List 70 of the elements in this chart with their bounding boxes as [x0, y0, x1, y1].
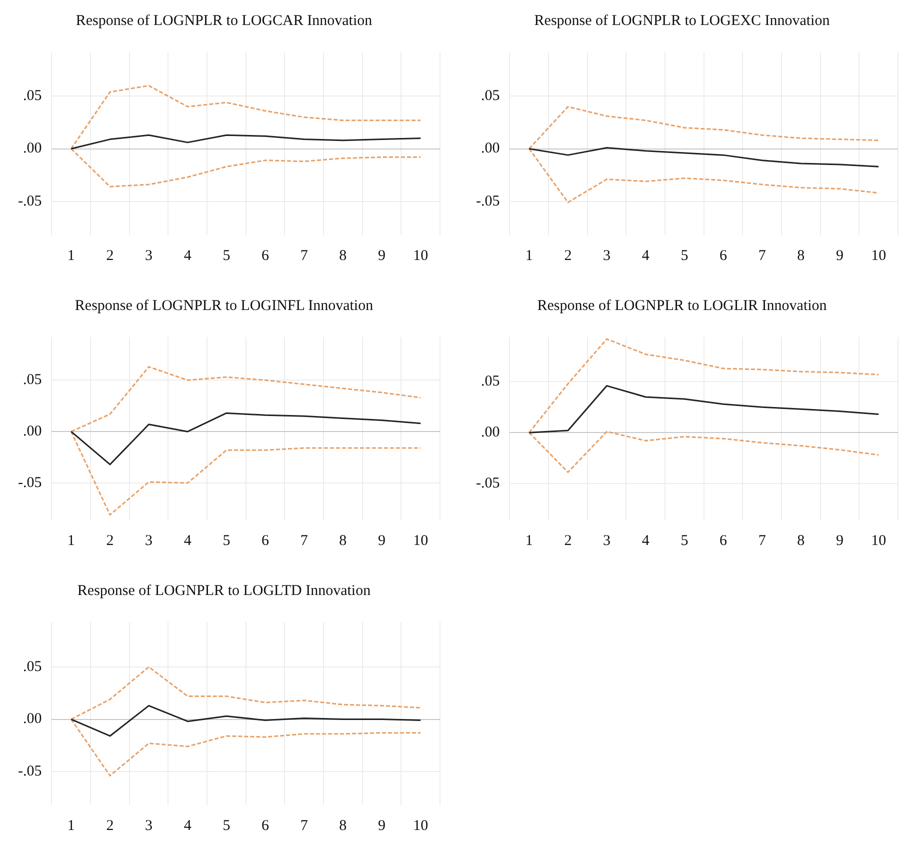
x-tick-label: 6: [720, 532, 728, 549]
x-tick-label: 8: [797, 532, 805, 549]
y-tick-label: -.05: [18, 193, 42, 210]
x-tick-label: 10: [413, 532, 428, 549]
x-tick-label: 1: [67, 248, 75, 264]
y-tick-label: .00: [22, 711, 42, 728]
y-tick-label: -.05: [476, 193, 500, 210]
x-tick-label: 5: [222, 818, 230, 834]
chart-title: Response of LOGNPLR to LOGLTD Innovation: [77, 582, 372, 599]
x-tick-label: 7: [758, 248, 766, 264]
x-tick-label: 1: [525, 248, 533, 264]
x-tick-label: 4: [642, 532, 650, 549]
x-tick-label: 9: [836, 248, 844, 264]
x-tick-label: 6: [720, 248, 728, 264]
x-tick-label: 8: [339, 532, 347, 549]
x-tick-label: 3: [145, 248, 153, 264]
x-tick-label: 2: [564, 532, 572, 549]
x-tick-label: 7: [300, 818, 308, 834]
chart-title: Response of LOGNPLR to LOGLIR Innovation: [537, 298, 828, 314]
x-tick-label: 2: [106, 818, 114, 834]
x-tick-label: 6: [262, 248, 270, 264]
x-tick-label: 10: [871, 248, 886, 264]
x-tick-label: 6: [262, 532, 270, 549]
x-tick-label: 9: [378, 248, 386, 264]
x-tick-label: 3: [145, 818, 153, 834]
x-tick-label: 3: [145, 532, 153, 549]
y-tick-label: .05: [22, 88, 42, 104]
x-tick-label: 4: [184, 818, 192, 834]
x-tick-label: 4: [642, 248, 650, 264]
x-tick-label: 4: [184, 532, 192, 549]
x-tick-label: 8: [339, 248, 347, 264]
y-tick-label: .00: [22, 140, 42, 157]
y-tick-label: .00: [22, 424, 42, 440]
x-tick-label: 10: [413, 818, 428, 834]
x-tick-label: 8: [797, 248, 805, 264]
x-tick-label: 6: [262, 818, 270, 834]
y-tick-label: .00: [480, 424, 500, 441]
x-tick-label: 9: [836, 532, 844, 549]
y-tick-label: -.05: [476, 475, 500, 492]
x-tick-label: 8: [339, 818, 347, 834]
x-tick-label: 2: [564, 248, 572, 264]
chart-title: Response of LOGNPLR to LOGINFL Innovation: [74, 298, 374, 314]
y-tick-label: .05: [22, 658, 42, 675]
chart-title: Response of LOGNPLR to LOGCAR Innovation: [76, 12, 373, 29]
x-tick-label: 2: [106, 248, 114, 264]
x-tick-label: 1: [67, 818, 75, 834]
x-tick-label: 10: [871, 532, 886, 549]
y-tick-label: -.05: [18, 474, 42, 491]
x-tick-label: 10: [413, 248, 428, 264]
x-tick-label: 5: [222, 532, 230, 549]
y-tick-label: .00: [480, 140, 500, 157]
x-tick-label: 9: [378, 818, 386, 834]
chart-title: Response of LOGNPLR to LOGEXC Innovation: [534, 12, 830, 29]
x-tick-label: 5: [680, 532, 688, 549]
x-tick-label: 7: [758, 532, 766, 549]
x-tick-label: 5: [680, 248, 688, 264]
x-tick-label: 2: [106, 532, 114, 549]
y-tick-label: .05: [22, 372, 42, 388]
x-tick-label: 3: [603, 532, 611, 549]
y-tick-label: .05: [480, 88, 500, 104]
x-tick-label: 3: [603, 248, 611, 264]
x-tick-label: 1: [525, 532, 533, 549]
y-tick-label: .05: [480, 374, 500, 390]
x-tick-label: 7: [300, 532, 308, 549]
y-tick-label: -.05: [18, 763, 42, 780]
x-tick-label: 7: [300, 248, 308, 264]
x-tick-label: 5: [222, 248, 230, 264]
x-tick-label: 1: [67, 532, 75, 549]
x-tick-label: 4: [184, 248, 192, 264]
x-tick-label: 9: [378, 532, 386, 549]
